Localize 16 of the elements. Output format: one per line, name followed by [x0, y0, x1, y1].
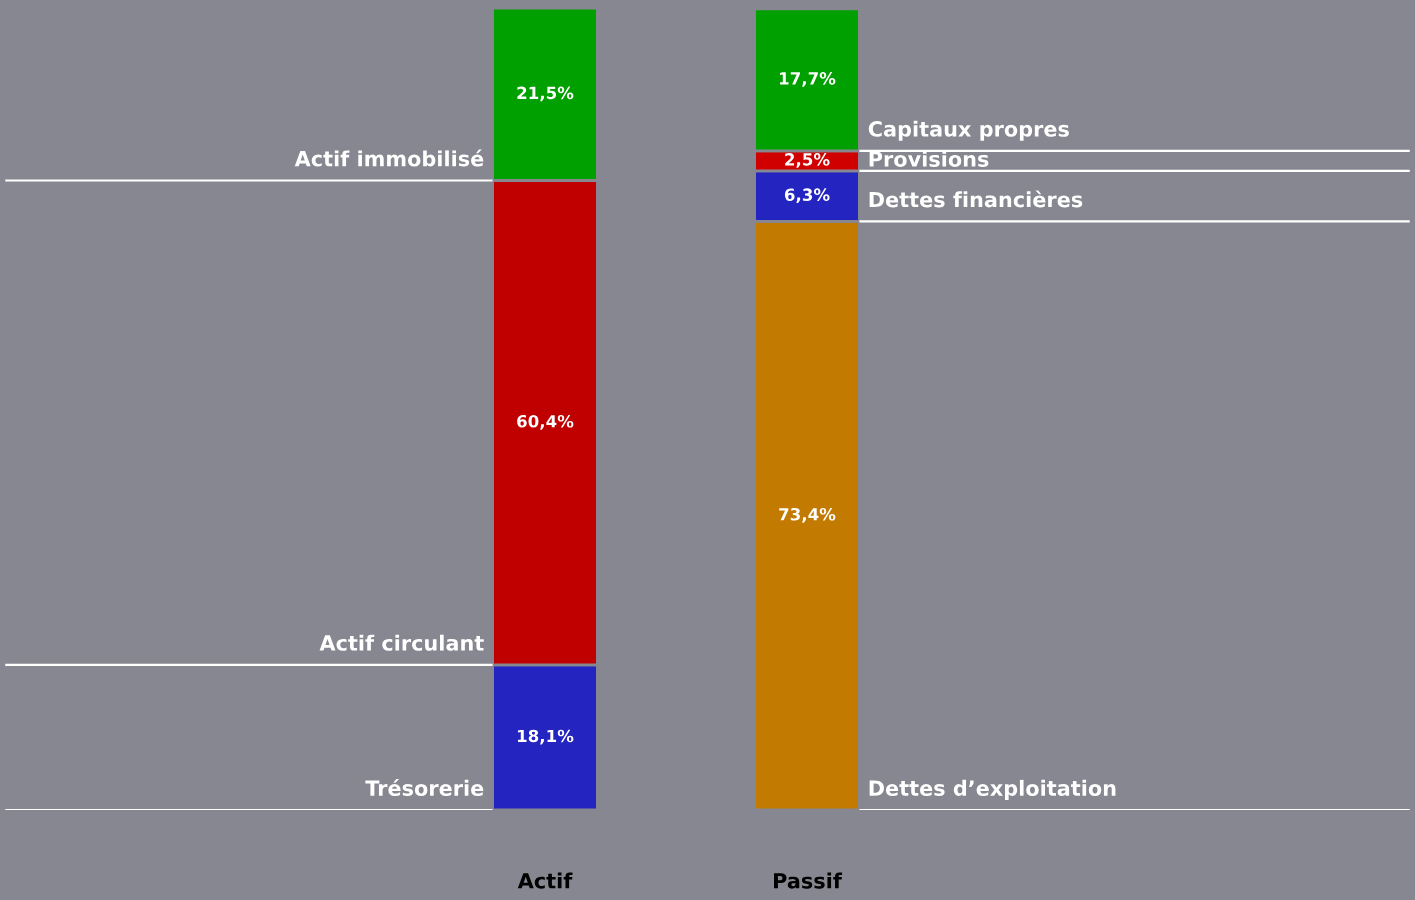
series-label: Actif circulant: [319, 634, 484, 651]
data-label: 21,5%: [517, 86, 574, 102]
series-label: Actif immobilisé: [294, 149, 484, 167]
data-label: 6,3%: [784, 188, 830, 204]
data-label: 2,5%: [785, 153, 830, 168]
series-label: Provisions: [869, 150, 989, 167]
x-tick-label: Passif: [774, 872, 843, 889]
x-tick-label: Actif: [517, 872, 573, 889]
series-label: Dettes d’exploitation: [869, 779, 1116, 801]
data-label: 17,7%: [779, 72, 836, 87]
data-label: 18,1%: [517, 729, 574, 745]
data-label: 73,4%: [779, 507, 836, 523]
series-label: Dettes financières: [869, 190, 1083, 208]
series-label: Trésorerie: [365, 779, 484, 796]
data-label: 60,4%: [517, 414, 574, 430]
series-label: Capitaux propres: [868, 120, 1069, 141]
